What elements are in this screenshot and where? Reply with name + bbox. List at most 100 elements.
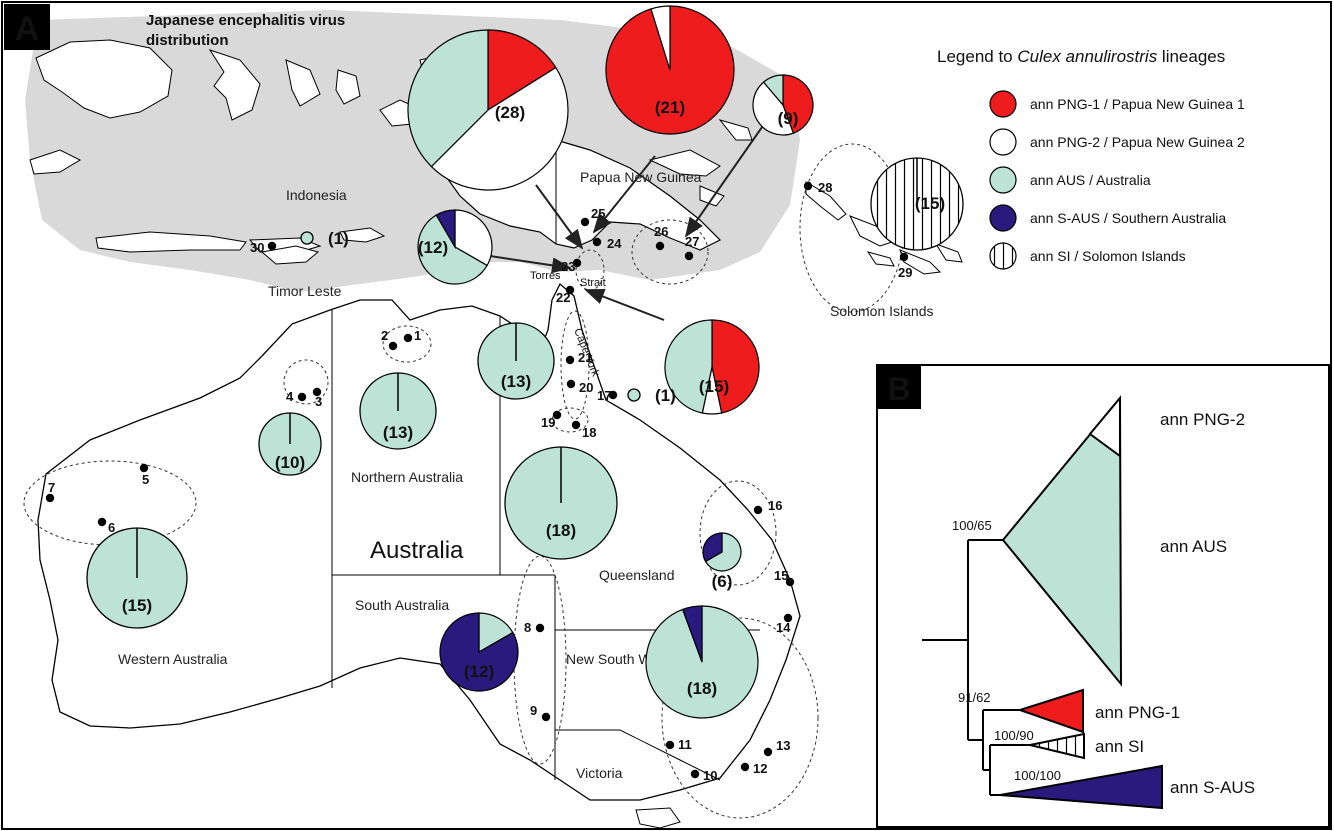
site-label-4: 4 <box>286 389 294 404</box>
pie-cape-15: (15) <box>664 319 760 415</box>
pie-count-qld-1: (1) <box>655 386 676 405</box>
legend-items: ann PNG-1 / Papua New Guinea 1 ann PNG-2 … <box>989 90 1245 270</box>
site-dot-30 <box>267 241 277 251</box>
pie-slice-png2 <box>650 5 671 71</box>
site-dot-20 <box>566 379 576 389</box>
clade-png1-triangle <box>1016 688 1084 734</box>
legend-title: Legend to Culex annulirostris lineages <box>937 47 1225 66</box>
pie-slice-aus <box>762 74 784 107</box>
legend-swatch-aus <box>989 166 1017 194</box>
pie-slice-saus <box>439 612 519 692</box>
site-dot-18 <box>571 420 581 430</box>
pie-png-28: (28) <box>407 29 569 191</box>
pie-qld-18: (18) <box>504 446 618 560</box>
clade-label-si: ann SI <box>1095 737 1144 756</box>
site-dot-26 <box>655 241 665 251</box>
pie-slice-aus <box>300 231 314 245</box>
pie-slice-aus <box>627 388 641 402</box>
pie-na-13b: (13) <box>359 372 437 450</box>
pie-timor-1: (1) <box>300 229 349 248</box>
pie-slice-aus <box>417 214 488 285</box>
pie-png-9: (9) <box>752 74 814 136</box>
site-label-13: 13 <box>776 738 790 753</box>
site-label-8: 8 <box>524 620 531 635</box>
site-dot-10 <box>690 769 700 779</box>
solomon-islands <box>805 181 963 275</box>
pie-slice-png2 <box>454 209 493 267</box>
legend-label-aus: ann AUS / Australia <box>1030 172 1151 188</box>
pie-qld-6: (6) <box>702 532 742 591</box>
site-dot-8 <box>535 623 545 633</box>
clade-label-aus: ann AUS <box>1160 537 1227 556</box>
pie-slice-png2 <box>430 66 569 191</box>
label-vic: Victoria <box>576 765 623 781</box>
pie-sa-12: (12) <box>439 612 519 692</box>
pie-count-qld-6: (6) <box>712 572 733 591</box>
site-dot-16 <box>753 505 763 515</box>
site-label-11: 11 <box>678 737 692 752</box>
site-label-18: 18 <box>582 425 596 440</box>
site-label-3: 3 <box>315 394 322 409</box>
je-title-line1: Japanese encephalitis virus <box>146 12 345 29</box>
label-solomon: Solomon Islands <box>830 303 934 319</box>
pie-count-nsw-18: (18) <box>687 679 717 698</box>
clade-png2-triangle <box>1088 395 1121 458</box>
pie-na-13a: (13) <box>477 322 555 400</box>
panel-a-letter: A <box>15 10 40 48</box>
pie-nsw-18: (18) <box>645 605 759 719</box>
pie-si-15: (15) <box>870 157 964 251</box>
site-dot-28 <box>803 181 813 191</box>
label-indonesia: Indonesia <box>286 187 347 203</box>
pie-count-wa-10: (10) <box>275 453 305 472</box>
legend-label-si: ann SI / Solomon Islands <box>1030 248 1186 264</box>
site-label-19: 19 <box>541 415 555 430</box>
site-dot-3 <box>312 387 322 397</box>
site-label-12: 12 <box>753 761 767 776</box>
pie-count-png-28: (28) <box>495 103 525 122</box>
pie-slice-aus <box>664 319 713 414</box>
site-label-22: 22 <box>556 290 570 305</box>
legend-swatch-png2 <box>989 128 1017 156</box>
label-wa: Western Australia <box>118 651 228 667</box>
site-label-24: 24 <box>607 236 622 251</box>
legend-label-png1: ann PNG-1 / Papua New Guinea 1 <box>1030 96 1245 112</box>
site-label-29: 29 <box>898 265 912 280</box>
site-dot-22 <box>565 285 575 295</box>
site-dot-17 <box>608 390 618 400</box>
pie-slice-png2 <box>752 81 795 136</box>
site-dot-14 <box>783 613 793 623</box>
legend-swatch-saus <box>989 204 1017 232</box>
legend-label-saus: ann S-AUS / Southern Australia <box>1030 210 1226 226</box>
site-dot-21 <box>565 355 575 365</box>
pie-charts: (28) (21) (9) (15) (12) (15) (1) (1) (13) (13) (10… <box>86 5 964 719</box>
pie-slice-aus <box>407 29 489 168</box>
site-label-15: 15 <box>774 568 788 583</box>
label-timor: Timor Leste <box>268 283 342 299</box>
site-label-6: 6 <box>108 520 115 535</box>
site-label-9: 9 <box>530 703 537 718</box>
site-label-16: 16 <box>768 498 782 513</box>
panel-b-letter-box <box>877 365 921 409</box>
site-dot-15 <box>785 577 795 587</box>
tasmania <box>635 807 681 829</box>
panel-b: B ann PNG-2 ann AUS ann PNG-1 ann SI ann… <box>876 364 1330 828</box>
panel-a-letter-box <box>4 4 50 50</box>
pie-count-si-15: (15) <box>915 194 945 213</box>
site-dot-23 <box>572 258 582 268</box>
support-png1-node: 91/62 <box>958 690 991 705</box>
site-label-23: 23 <box>561 259 575 274</box>
site-label-27: 27 <box>685 234 699 249</box>
clade-aus-triangle <box>1001 395 1123 687</box>
arrows <box>489 119 768 321</box>
pie-qld-1: (1) <box>627 386 676 405</box>
site-dot-25 <box>580 217 590 227</box>
legend: Legend to Culex annulirostris lineages a… <box>937 47 1245 270</box>
site-label-5: 5 <box>142 472 149 487</box>
legend-swatch-png1 <box>989 90 1017 118</box>
png-islands <box>648 119 753 207</box>
clade-si-triangle <box>1029 732 1085 760</box>
pie-count-na-13b: (13) <box>383 423 413 442</box>
site-dot-13 <box>763 747 773 757</box>
site-label-1: 1 <box>414 328 421 343</box>
